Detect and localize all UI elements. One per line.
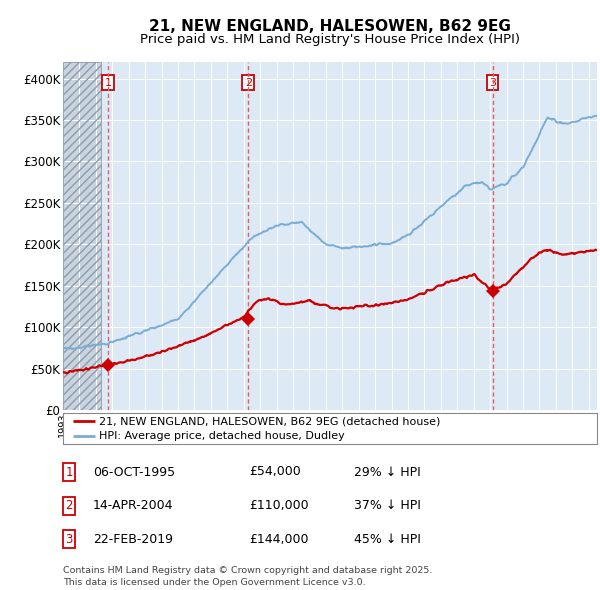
- Text: £54,000: £54,000: [249, 466, 301, 478]
- Text: Price paid vs. HM Land Registry's House Price Index (HPI): Price paid vs. HM Land Registry's House …: [140, 33, 520, 46]
- Text: 2: 2: [245, 78, 252, 88]
- Text: £144,000: £144,000: [249, 533, 308, 546]
- Text: 3: 3: [489, 78, 496, 88]
- Text: 21, NEW ENGLAND, HALESOWEN, B62 9EG (detached house): 21, NEW ENGLAND, HALESOWEN, B62 9EG (det…: [100, 417, 440, 427]
- Text: 22-FEB-2019: 22-FEB-2019: [93, 533, 173, 546]
- Text: 1: 1: [65, 466, 73, 478]
- Text: 45% ↓ HPI: 45% ↓ HPI: [354, 533, 421, 546]
- Bar: [63, 62, 101, 410]
- Text: 3: 3: [65, 533, 73, 546]
- Text: 2: 2: [65, 499, 73, 512]
- Text: 37% ↓ HPI: 37% ↓ HPI: [354, 499, 421, 512]
- Text: 1: 1: [105, 78, 112, 88]
- Text: 14-APR-2004: 14-APR-2004: [93, 499, 173, 512]
- Text: 06-OCT-1995: 06-OCT-1995: [93, 466, 175, 478]
- Text: 21, NEW ENGLAND, HALESOWEN, B62 9EG: 21, NEW ENGLAND, HALESOWEN, B62 9EG: [149, 19, 511, 34]
- Text: 29% ↓ HPI: 29% ↓ HPI: [354, 466, 421, 478]
- Text: £110,000: £110,000: [249, 499, 308, 512]
- Text: HPI: Average price, detached house, Dudley: HPI: Average price, detached house, Dudl…: [100, 431, 345, 441]
- Bar: [63, 62, 101, 410]
- Text: Contains HM Land Registry data © Crown copyright and database right 2025.
This d: Contains HM Land Registry data © Crown c…: [63, 566, 433, 587]
